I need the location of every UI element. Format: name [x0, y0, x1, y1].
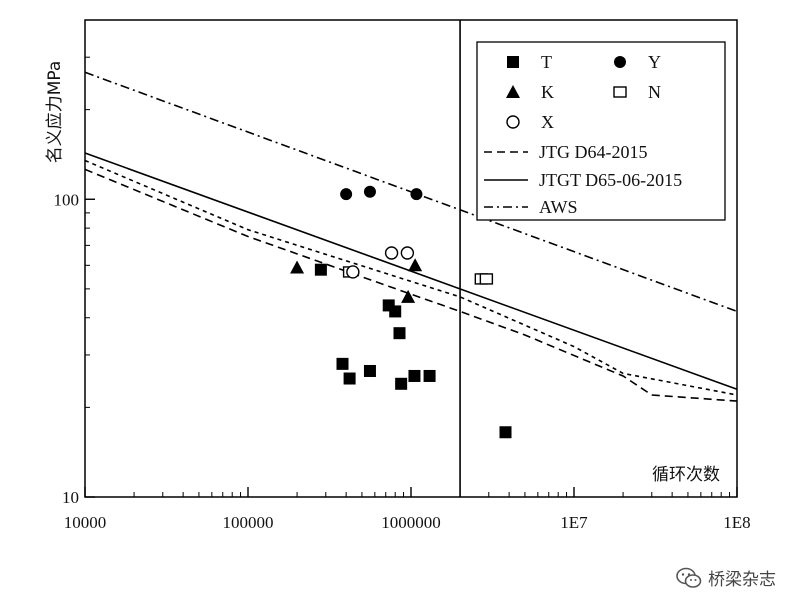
legend-marker [614, 56, 626, 68]
data-point [384, 246, 399, 260]
data-point [314, 263, 327, 276]
data-point [408, 258, 423, 272]
wechat-icon [676, 567, 702, 588]
data-point [343, 372, 356, 385]
y-axis: 10 100 [54, 19, 95, 507]
series-line [84, 159, 738, 396]
legend-marker [507, 56, 519, 68]
legend-marker [613, 86, 627, 98]
data-point [499, 426, 512, 439]
y-tick-label: 100 [54, 190, 80, 209]
legend-marker [506, 85, 520, 98]
x-tick-label: 1000000 [381, 513, 441, 532]
data-point [395, 377, 408, 390]
data-point [400, 246, 415, 260]
data-point [363, 185, 376, 198]
legend-label: N [648, 82, 661, 102]
legend-label: JTGT D65-06-2015 [539, 170, 682, 190]
data-point [290, 260, 305, 274]
x-tick-label: 1E8 [723, 513, 750, 532]
x-axis-title: 循环次数 [652, 465, 720, 485]
data-point [423, 369, 436, 382]
data-point [393, 327, 406, 340]
watermark: 桥梁杂志 [676, 565, 776, 590]
data-point [401, 289, 416, 303]
data-point [363, 364, 376, 377]
data-point [410, 188, 423, 201]
x-tick-label: 1E7 [560, 513, 588, 532]
series-points [290, 185, 512, 439]
data-point [479, 273, 494, 285]
y-tick-label: 10 [62, 488, 79, 507]
x-tick-label: 100000 [223, 513, 274, 532]
legend-label: K [541, 82, 554, 102]
series-line [84, 168, 738, 402]
legend: T Y K N X JTG D64-2015 JTGT D65-06-2015 AWS [476, 41, 726, 221]
data-point [408, 369, 421, 382]
x-axis: 10000 100000 1000000 1E7 1E8 [64, 487, 751, 532]
legend-label: X [541, 112, 554, 132]
legend-box [476, 41, 726, 221]
watermark-text: 桥梁杂志 [708, 570, 776, 590]
y-axis-title: 名义应力MPa [45, 61, 65, 164]
data-point [389, 305, 402, 318]
legend-label: T [541, 52, 552, 72]
data-point [340, 188, 353, 201]
legend-marker [506, 115, 520, 129]
legend-label: Y [648, 52, 661, 72]
legend-label: AWS [539, 197, 578, 217]
data-point [336, 357, 349, 370]
data-point [346, 265, 360, 279]
x-tick-label: 10000 [64, 513, 107, 532]
legend-label: JTG D64-2015 [539, 142, 648, 162]
